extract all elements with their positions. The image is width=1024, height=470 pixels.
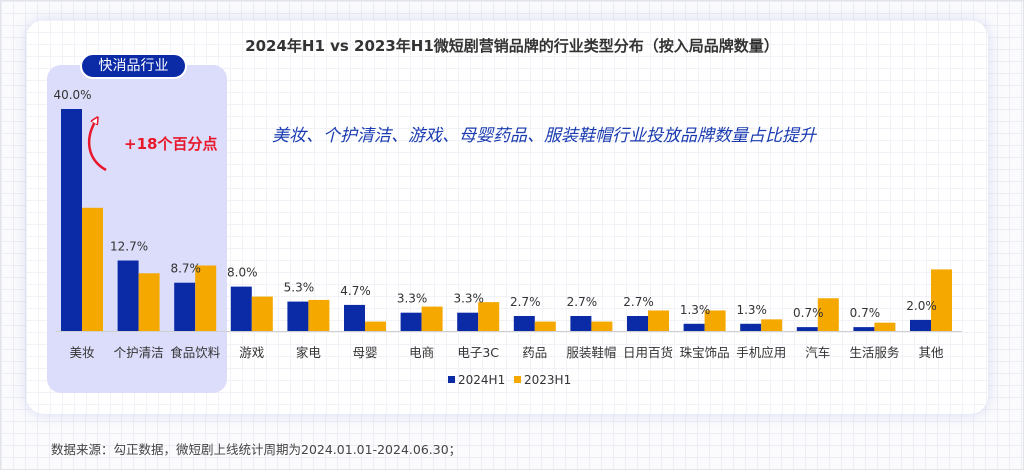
- bar-2023h1-13: [817, 298, 839, 331]
- value-label: 4.7%: [340, 284, 371, 298]
- category-label: 游戏: [239, 345, 264, 360]
- value-label: 3.3%: [453, 292, 484, 306]
- bar-2024h1-5: [344, 304, 365, 331]
- bar-2023h1-12: [761, 319, 783, 331]
- bar-2024h1-9: [570, 316, 592, 331]
- category-label: 电子3C: [457, 345, 499, 360]
- value-label: 1.3%: [736, 303, 767, 317]
- category-label: 其他: [918, 345, 944, 360]
- value-label: 40.0%: [53, 88, 91, 102]
- bar-2023h1-8: [534, 321, 556, 331]
- category-label: 电商: [409, 345, 434, 360]
- category-label: 手机应用: [736, 345, 786, 360]
- bar-2024h1-8: [513, 316, 535, 331]
- value-label: 2.7%: [567, 295, 598, 309]
- category-label: 珠宝饰品: [680, 345, 730, 360]
- bar-2023h1-14: [874, 322, 896, 331]
- bar-2024h1-2: [174, 282, 196, 331]
- category-label: 服装鞋帽: [566, 345, 616, 360]
- bar-2023h1-1: [138, 273, 160, 331]
- category-label: 汽车: [805, 345, 830, 360]
- value-label: 3.3%: [397, 292, 428, 306]
- value-label: 12.7%: [110, 240, 148, 254]
- category-label: 个护清洁: [114, 345, 164, 360]
- bar-2024h1-4: [287, 301, 309, 331]
- bar-2024h1-12: [740, 323, 762, 331]
- value-label: 2.7%: [623, 295, 654, 309]
- value-label: 8.7%: [170, 262, 201, 276]
- category-labels: 美妆 个护清洁 食品饮料 游戏 家电 母婴 电商 电子3C 药品 服装鞋帽 日用百货 珠宝饰品 手机应用…: [69, 345, 944, 360]
- bar-2023h1-9: [591, 321, 613, 331]
- bar-2024h1-1: [117, 260, 139, 331]
- increase-arrow-icon: [88, 120, 107, 172]
- value-label: 1.3%: [680, 303, 711, 317]
- chart-subtitle: 美妆、个护清洁、游戏、母婴药品、服装鞋帽行业投放品牌数量占比提升: [272, 126, 816, 146]
- category-label: 生活服务: [849, 345, 899, 360]
- bar-2024h1-0: [61, 109, 82, 331]
- value-label: 0.7%: [850, 306, 881, 320]
- increase-annotation: +18个百分点: [124, 135, 218, 153]
- data-source-note: 数据来源：勾正数据，微短剧上线统计周期为2024.01.01-2024.06.3…: [51, 442, 462, 457]
- bar-2023h1-7: [478, 302, 500, 331]
- bar-2023h1-11: [704, 310, 726, 331]
- value-labels: 40.0% 12.7% 8.7% 8.0% 5.3% 4.7% 3.3% 3.3% 2.7% 2.…: [53, 88, 936, 320]
- bar-2024h1-15: [910, 319, 931, 331]
- legend-swatch-2024h1: [448, 376, 455, 383]
- fmcg-industry-badge: 快消品行业: [80, 53, 187, 79]
- bar-2023h1-4: [308, 299, 330, 331]
- bar-2023h1-15: [931, 269, 952, 331]
- bars-group: [61, 109, 952, 331]
- legend-label-2024h1: 2024H1: [458, 373, 505, 387]
- legend: 2024H1 2023H1: [448, 373, 571, 387]
- category-label: 母婴: [352, 345, 377, 360]
- bar-2024h1-11: [683, 323, 705, 331]
- category-label: 药品: [522, 345, 547, 360]
- bar-2023h1-10: [648, 310, 669, 331]
- value-label: 2.7%: [510, 295, 541, 309]
- legend-swatch-2023h1: [514, 376, 521, 383]
- legend-label-2023h1: 2023H1: [524, 373, 571, 387]
- category-label: 家电: [296, 345, 322, 360]
- bar-2023h1-6: [421, 306, 443, 331]
- category-label: 食品饮料: [170, 345, 221, 360]
- value-label: 5.3%: [284, 281, 315, 295]
- bar-2023h1-2: [195, 265, 217, 331]
- value-label: 8.0%: [227, 266, 258, 280]
- bar-2024h1-3: [230, 286, 252, 331]
- value-label: 2.0%: [906, 299, 937, 313]
- bar-2023h1-3: [251, 296, 273, 331]
- bar-2024h1-7: [457, 312, 479, 331]
- chart-title: 2024年H1 vs 2023年H1微短剧营销品牌的行业类型分布（按入局品牌数量…: [245, 37, 779, 55]
- bar-2023h1-5: [365, 321, 386, 331]
- bar-2024h1-13: [796, 327, 818, 331]
- value-label: 0.7%: [793, 306, 824, 320]
- bar-2024h1-14: [853, 327, 875, 331]
- category-label: 美妆: [69, 345, 94, 360]
- category-label: 日用百货: [623, 345, 673, 360]
- bar-2023h1-0: [82, 207, 103, 331]
- bar-2024h1-6: [400, 312, 422, 331]
- bar-2024h1-10: [627, 316, 648, 331]
